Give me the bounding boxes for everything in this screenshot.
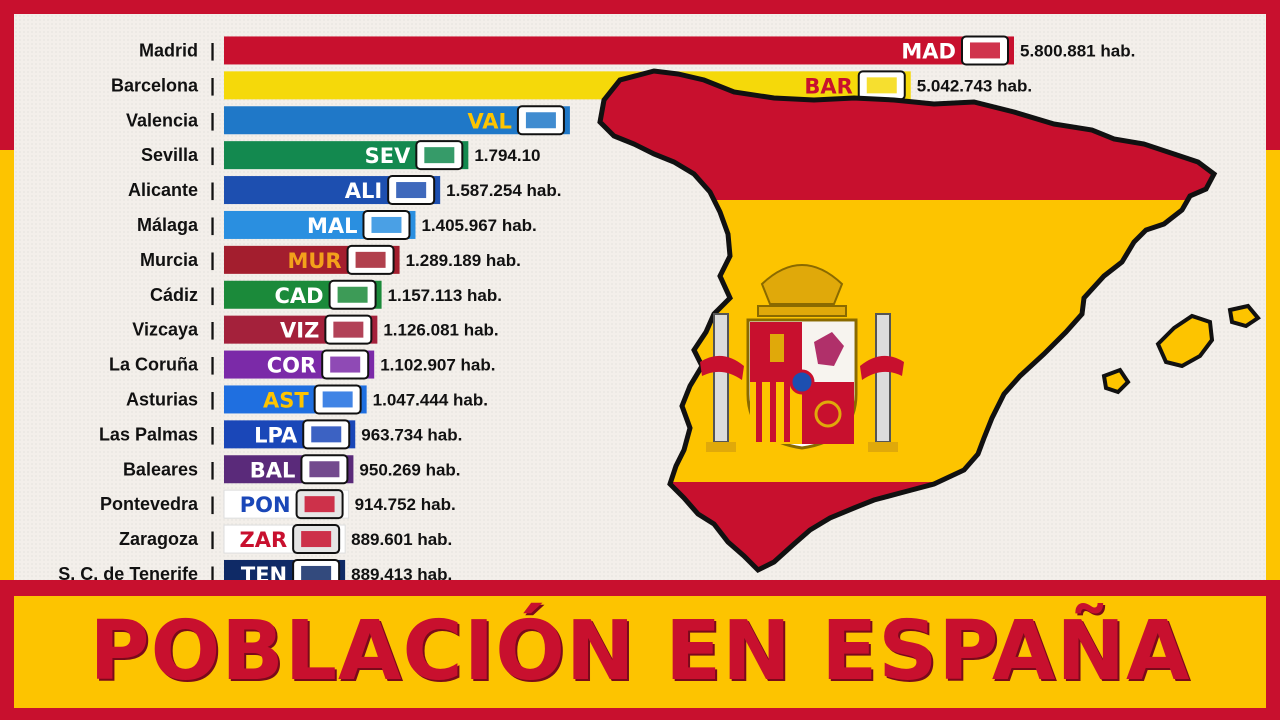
- bar-code-label: ZAR: [239, 528, 287, 552]
- murcia-flag-emblem: [355, 251, 386, 268]
- bar-code-label: MAD: [901, 39, 956, 63]
- category-label: Pontevedra: [100, 494, 199, 514]
- madrid-flag-emblem: [970, 42, 1000, 59]
- category-separator: |: [210, 529, 215, 549]
- category-label: Cádiz: [150, 285, 198, 305]
- barcelona-flag-emblem: [866, 77, 897, 94]
- bar-code-label: SEV: [365, 144, 411, 168]
- value-label: 914.752 hab.: [355, 495, 456, 514]
- value-label: 1.587.254 hab.: [446, 181, 561, 200]
- bar: [224, 36, 1014, 65]
- category-label: Valencia: [126, 110, 199, 130]
- zaragoza-flag-emblem: [301, 531, 332, 548]
- value-label: 963.734 hab.: [361, 425, 462, 444]
- bar-code-label: CAD: [274, 284, 323, 308]
- pontevedra-flag-emblem: [304, 496, 335, 513]
- bar-code-label: MAL: [307, 214, 358, 238]
- category-separator: |: [210, 110, 215, 130]
- category-label: Málaga: [137, 215, 199, 235]
- spain-map-fill: [600, 71, 1214, 570]
- category-separator: |: [210, 250, 215, 270]
- category-separator: |: [210, 494, 215, 514]
- category-label: Madrid: [139, 40, 198, 60]
- category-separator: |: [210, 459, 215, 479]
- value-label: 950.269 hab.: [359, 460, 460, 479]
- asturias-flag-emblem: [322, 391, 353, 408]
- category-separator: |: [210, 145, 215, 165]
- bar-code-label: VIZ: [280, 319, 319, 343]
- balearic-islands: [1101, 303, 1261, 395]
- category-separator: |: [210, 424, 215, 444]
- value-label: 5.800.881 hab.: [1020, 41, 1135, 60]
- category-separator: |: [210, 180, 215, 200]
- bar: [224, 106, 570, 135]
- category-label: Baleares: [123, 459, 198, 479]
- category-separator: |: [210, 285, 215, 305]
- category-separator: |: [210, 320, 215, 340]
- bar-code-label: VAL: [467, 109, 511, 133]
- coat-of-arms-icon: [700, 264, 904, 452]
- bar-chart: Madrid | MAD 5.800.881 hab. Barcelona | BAR 5.0…: [58, 35, 1135, 580]
- category-label: Zaragoza: [119, 529, 199, 549]
- category-label: Asturias: [126, 389, 198, 409]
- bar-code-label: TEN: [241, 563, 287, 580]
- bar-code-label: PON: [240, 493, 291, 517]
- category-separator: |: [210, 40, 215, 60]
- spain-map: [14, 14, 1261, 580]
- coruna-flag-emblem: [330, 356, 361, 373]
- value-label: 1.047.444 hab.: [373, 390, 488, 409]
- bar-code-label: MUR: [287, 249, 341, 273]
- category-separator: |: [210, 215, 215, 235]
- value-label: 889.413 hab.: [351, 565, 452, 580]
- title-banner: POBLACIÓN EN ESPAÑA: [14, 596, 1266, 708]
- bar-code-label: ALI: [345, 179, 382, 203]
- category-label: Vizcaya: [132, 320, 199, 340]
- page-title: POBLACIÓN EN ESPAÑA: [89, 604, 1191, 699]
- vizcaya-flag-emblem: [333, 321, 364, 338]
- category-separator: |: [210, 564, 215, 580]
- category-label: S. C. de Tenerife: [58, 564, 198, 580]
- bar-code-label: BAL: [250, 458, 296, 482]
- bar: [224, 71, 911, 100]
- value-label: 1.289.189 hab.: [406, 251, 521, 270]
- value-label: 1.102.907 hab.: [380, 356, 495, 375]
- value-label: 1.126.081 hab.: [383, 321, 498, 340]
- sevilla-flag-emblem: [424, 147, 455, 164]
- value-label: 1.794.10: [474, 146, 540, 165]
- category-separator: |: [210, 75, 215, 95]
- value-label: 1.405.967 hab.: [421, 216, 536, 235]
- chart-canvas: Madrid | MAD 5.800.881 hab. Barcelona | BAR 5.0…: [14, 14, 1266, 580]
- baleares-flag-emblem: [309, 461, 340, 478]
- category-label: La Coruña: [109, 355, 199, 375]
- category-label: Murcia: [140, 250, 199, 270]
- category-label: Alicante: [128, 180, 198, 200]
- category-separator: |: [210, 355, 215, 375]
- value-label: 1.157.113 hab.: [388, 286, 502, 305]
- valencia-flag-emblem: [525, 112, 556, 129]
- category-label: Barcelona: [111, 75, 199, 95]
- category-separator: |: [210, 389, 215, 409]
- value-label: 5.042.743 hab.: [917, 76, 1032, 95]
- cadiz-flag-emblem: [337, 286, 368, 303]
- malaga-flag-emblem: [371, 216, 402, 233]
- bar-code-label: AST: [263, 388, 309, 412]
- category-label: Las Palmas: [99, 424, 198, 444]
- laspalmas-flag-emblem: [311, 426, 342, 443]
- bar-code-label: LPA: [254, 423, 298, 447]
- alicante-flag-emblem: [396, 182, 427, 199]
- value-label: 889.601 hab.: [351, 530, 452, 549]
- bar-code-label: COR: [267, 354, 316, 378]
- tenerife-flag-emblem: [301, 565, 332, 580]
- bar-code-label: BAR: [804, 74, 852, 98]
- category-label: Sevilla: [141, 145, 199, 165]
